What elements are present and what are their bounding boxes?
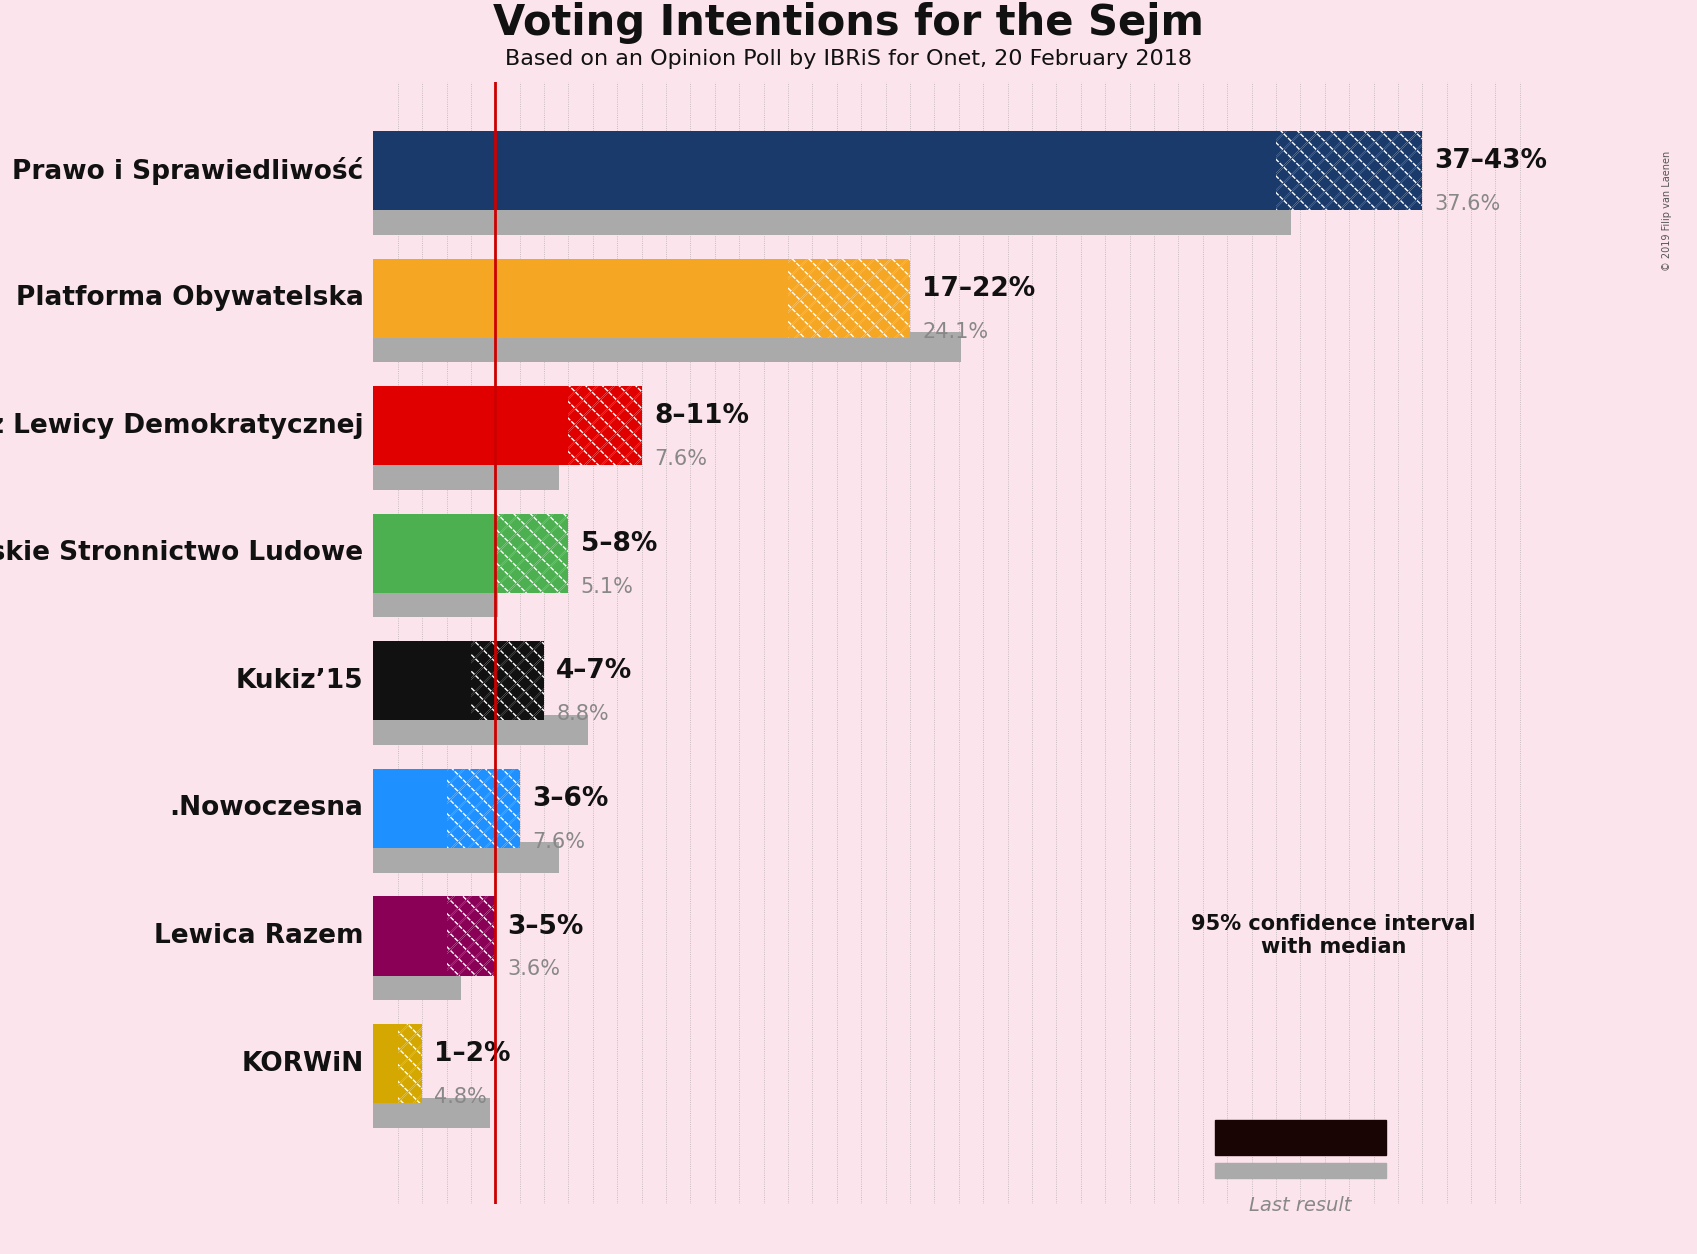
Bar bbox=[787, 258, 910, 337]
Text: 7.6%: 7.6% bbox=[653, 449, 708, 469]
Bar bbox=[397, 1025, 423, 1104]
Bar bbox=[373, 386, 568, 465]
Text: Sojusz Lewicy Demokratycznej: Sojusz Lewicy Demokratycznej bbox=[0, 413, 363, 439]
Bar bbox=[1276, 132, 1422, 211]
Text: 3.6%: 3.6% bbox=[507, 959, 560, 979]
Text: 17–22%: 17–22% bbox=[921, 276, 1035, 302]
Bar bbox=[787, 258, 910, 337]
Bar bbox=[373, 1097, 490, 1127]
Text: Last result: Last result bbox=[1249, 1196, 1351, 1215]
Bar bbox=[373, 843, 558, 873]
Text: 8–11%: 8–11% bbox=[653, 404, 748, 429]
Bar bbox=[568, 386, 641, 465]
Bar bbox=[446, 769, 519, 848]
Text: © 2019 Filip van Laenen: © 2019 Filip van Laenen bbox=[1661, 150, 1672, 271]
Bar bbox=[373, 132, 1276, 211]
Bar bbox=[470, 641, 545, 721]
Text: Platforma Obywatelska: Platforma Obywatelska bbox=[15, 286, 363, 311]
Bar bbox=[446, 769, 519, 848]
Bar bbox=[470, 641, 545, 721]
Bar bbox=[446, 897, 496, 976]
Bar bbox=[397, 1025, 423, 1104]
Text: 37–43%: 37–43% bbox=[1434, 148, 1548, 174]
Text: 37.6%: 37.6% bbox=[1434, 194, 1500, 214]
Text: Based on an Opinion Poll by IBRiS for Onet, 20 February 2018: Based on an Opinion Poll by IBRiS for On… bbox=[506, 49, 1191, 69]
Text: 5–8%: 5–8% bbox=[580, 530, 657, 557]
Text: Prawo i Sprawiedliwość: Prawo i Sprawiedliwość bbox=[12, 157, 363, 184]
Text: Voting Intentions for the Sejm: Voting Intentions for the Sejm bbox=[494, 3, 1203, 44]
Bar bbox=[373, 258, 787, 337]
Text: 7.6%: 7.6% bbox=[531, 831, 585, 851]
Bar bbox=[373, 204, 1291, 234]
Text: 5.1%: 5.1% bbox=[580, 577, 633, 597]
Bar bbox=[446, 897, 496, 976]
Text: KORWiN: KORWiN bbox=[241, 1051, 363, 1076]
Text: Lewica Razem: Lewica Razem bbox=[154, 923, 363, 949]
Text: 4–7%: 4–7% bbox=[557, 658, 633, 685]
Text: 1–2%: 1–2% bbox=[434, 1041, 511, 1067]
Text: 3–6%: 3–6% bbox=[531, 786, 608, 813]
Bar bbox=[397, 1025, 423, 1104]
Bar bbox=[373, 460, 558, 490]
Bar bbox=[373, 897, 446, 976]
Text: 8.8%: 8.8% bbox=[557, 705, 609, 724]
Bar bbox=[470, 641, 545, 721]
Bar bbox=[496, 514, 568, 593]
Bar bbox=[373, 332, 961, 362]
Bar bbox=[373, 1025, 397, 1104]
Bar bbox=[373, 641, 470, 721]
Bar bbox=[496, 514, 568, 593]
Text: 4.8%: 4.8% bbox=[434, 1087, 487, 1107]
Bar bbox=[787, 258, 910, 337]
Text: 24.1%: 24.1% bbox=[921, 321, 988, 341]
Text: 3–5%: 3–5% bbox=[507, 913, 584, 939]
Bar bbox=[373, 514, 496, 593]
Bar bbox=[1300, 1120, 1386, 1155]
Bar bbox=[568, 386, 641, 465]
Bar bbox=[446, 897, 496, 976]
Text: 95% confidence interval
with median: 95% confidence interval with median bbox=[1191, 914, 1476, 957]
Bar bbox=[373, 715, 587, 745]
Bar bbox=[1215, 1120, 1300, 1155]
Text: Kukiz’15: Kukiz’15 bbox=[236, 668, 363, 693]
Bar bbox=[496, 514, 568, 593]
Bar bbox=[1215, 1164, 1386, 1179]
Bar bbox=[373, 769, 446, 848]
Text: .Nowoczesna: .Nowoczesna bbox=[170, 795, 363, 821]
Bar bbox=[373, 971, 462, 999]
Text: Polskie Stronnictwo Ludowe: Polskie Stronnictwo Ludowe bbox=[0, 540, 363, 567]
Bar bbox=[373, 587, 497, 617]
Bar bbox=[1276, 132, 1422, 211]
Bar bbox=[1300, 1120, 1386, 1155]
Bar bbox=[1276, 132, 1422, 211]
Bar bbox=[568, 386, 641, 465]
Bar bbox=[446, 769, 519, 848]
